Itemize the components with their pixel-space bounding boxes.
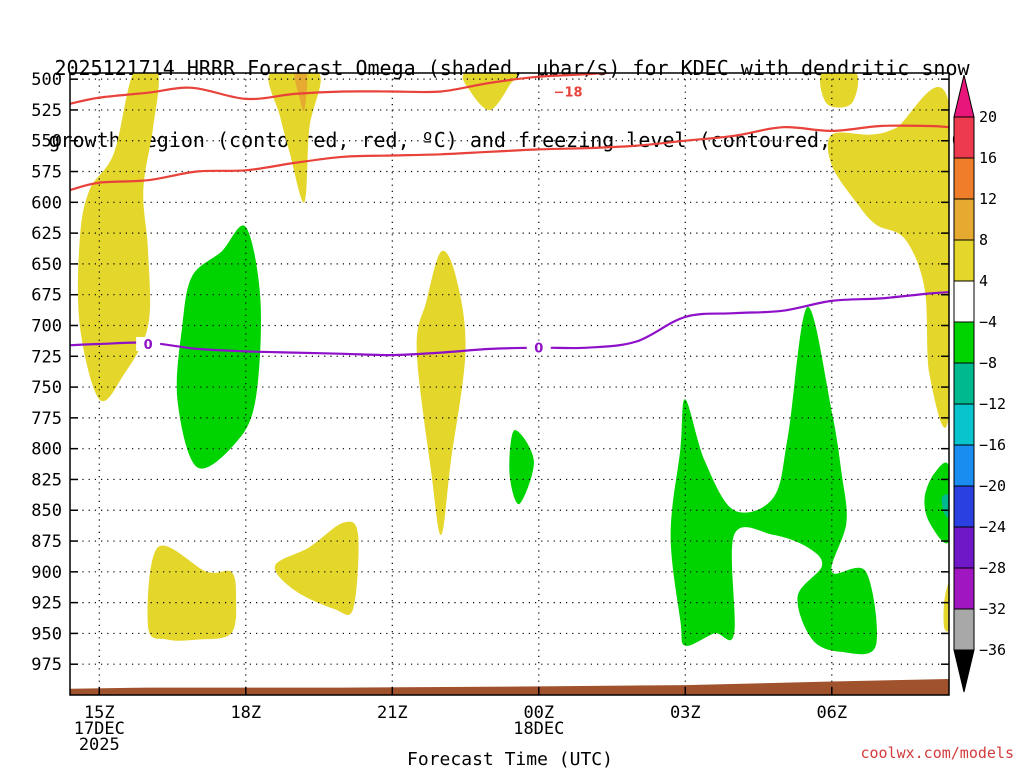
colorbar-label-5: −4 [979, 313, 997, 331]
chart-title-line-2: growth region (contoured, red, ºC) and f… [48, 128, 976, 152]
y-tick-label-600: 600 [31, 193, 62, 213]
colorbar-bin-2 [953, 198, 975, 241]
y-tick-label-775: 775 [31, 409, 62, 429]
contour-line-1 [70, 124, 949, 192]
colorbar-label-10: −24 [979, 518, 1006, 536]
omega-region-8 [416, 250, 466, 535]
colorbar-label-8: −16 [979, 436, 1006, 454]
y-tick-label-575: 575 [31, 163, 62, 183]
x-tick-label-0-0: 15Z [84, 703, 115, 723]
colorbar-bin-10 [953, 526, 975, 569]
omega-region-3 [924, 462, 949, 544]
x-tick-label-12-0: 03Z [670, 703, 701, 723]
omega-region-5 [147, 545, 237, 641]
x-tick-label-3-0: 18Z [230, 703, 261, 723]
contour-label-bg-2-0 [136, 336, 161, 351]
contour-lines: −18 0 0 [70, 73, 949, 357]
x-tick-label-0-1: 17DEC [74, 719, 125, 739]
contour-line-0 [70, 73, 620, 105]
y-tick-label-800: 800 [31, 440, 62, 460]
omega-region-12 [943, 583, 949, 632]
omega-region-6 [268, 73, 321, 203]
y-tick-label-900: 900 [31, 563, 62, 583]
y-axis-ticks: 500 525 550 575 600 625 650 675 700 725 750 775 800 8… [31, 70, 949, 675]
colorbar: 20 16 12 8 4 −4 −8 −12 −16 −20 −24 −28 −32 −36 [953, 74, 1006, 693]
x-tick-label-6-0: 21Z [377, 703, 408, 723]
x-tick-label-9-0: 00Z [523, 703, 554, 723]
colorbar-label-9: −20 [979, 477, 1006, 495]
y-tick-label-675: 675 [31, 286, 62, 306]
colorbar-bin-4 [953, 280, 975, 323]
y-tick-label-625: 625 [31, 224, 62, 244]
plot-frame [69, 72, 950, 696]
x-axis-label: Forecast Time (UTC) [407, 749, 613, 768]
colorbar-bin-12 [953, 608, 975, 651]
y-tick-label-825: 825 [31, 470, 62, 490]
y-tick-label-750: 750 [31, 378, 62, 398]
y-tick-label-975: 975 [31, 655, 62, 675]
omega-region-4 [77, 73, 159, 402]
omega-region-2 [670, 306, 878, 655]
colorbar-bin-11 [953, 567, 975, 610]
colorbar-label-1: 16 [979, 149, 997, 167]
colorbar-bin-1 [953, 157, 975, 200]
y-tick-label-500: 500 [31, 70, 62, 90]
y-tick-label-950: 950 [31, 624, 62, 644]
y-tick-label-725: 725 [31, 347, 62, 367]
omega-region-9 [462, 73, 518, 111]
colorbar-bin-5 [953, 321, 975, 364]
colorbar-bin-3 [953, 239, 975, 282]
y-tick-label-700: 700 [31, 316, 62, 336]
contour-label-2-0: 0 [144, 338, 153, 353]
colorbar-label-6: −8 [979, 354, 997, 372]
colorbar-label-0: 20 [979, 108, 997, 126]
omega-region-7 [274, 521, 359, 616]
colorbar-label-11: −28 [979, 559, 1006, 577]
terrain-surface [70, 679, 949, 695]
contour-line-2 [70, 291, 949, 357]
x-tick-label-15-0: 06Z [816, 703, 847, 723]
colorbar-label-2: 12 [979, 190, 997, 208]
contour-label-bg-2-1 [526, 340, 551, 355]
y-tick-label-850: 850 [31, 501, 62, 521]
colorbar-bin-8 [953, 444, 975, 487]
colorbar-label-3: 8 [979, 231, 988, 249]
colorbar-label-4: 4 [979, 272, 988, 290]
colorbar-label-7: −12 [979, 395, 1006, 413]
contour-label-0-0: −18 [554, 85, 583, 100]
x-tick-label-0-2: 2025 [79, 735, 120, 755]
colorbar-bin-7 [953, 403, 975, 446]
colorbar-bottom-arrow [953, 649, 975, 693]
omega-region-1 [509, 430, 534, 505]
colorbar-top-arrow [953, 74, 975, 118]
omega-region-10 [820, 73, 859, 108]
colorbar-bin-6 [953, 362, 975, 405]
omega-region-0 [176, 225, 261, 469]
contour-label-bg-0-0 [556, 84, 581, 99]
y-tick-label-875: 875 [31, 532, 62, 552]
y-tick-label-650: 650 [31, 255, 62, 275]
terrain-layer [70, 679, 949, 695]
colorbar-bin-0 [953, 116, 975, 159]
gridlines [70, 73, 949, 695]
contour-label-2-1: 0 [534, 342, 543, 357]
omega-region-11 [827, 87, 949, 428]
colorbar-label-12: −32 [979, 600, 1006, 618]
colorbar-label-13: −36 [979, 641, 1006, 659]
y-tick-label-525: 525 [31, 101, 62, 121]
y-tick-label-550: 550 [31, 132, 62, 152]
omega-region-13 [294, 73, 308, 111]
y-tick-label-925: 925 [31, 594, 62, 614]
omega-shading [77, 73, 949, 655]
credit-text: coolwx.com/models [860, 744, 1014, 762]
x-tick-label-9-1: 18DEC [513, 719, 564, 739]
omega-region-14 [941, 494, 949, 518]
colorbar-bin-9 [953, 485, 975, 528]
